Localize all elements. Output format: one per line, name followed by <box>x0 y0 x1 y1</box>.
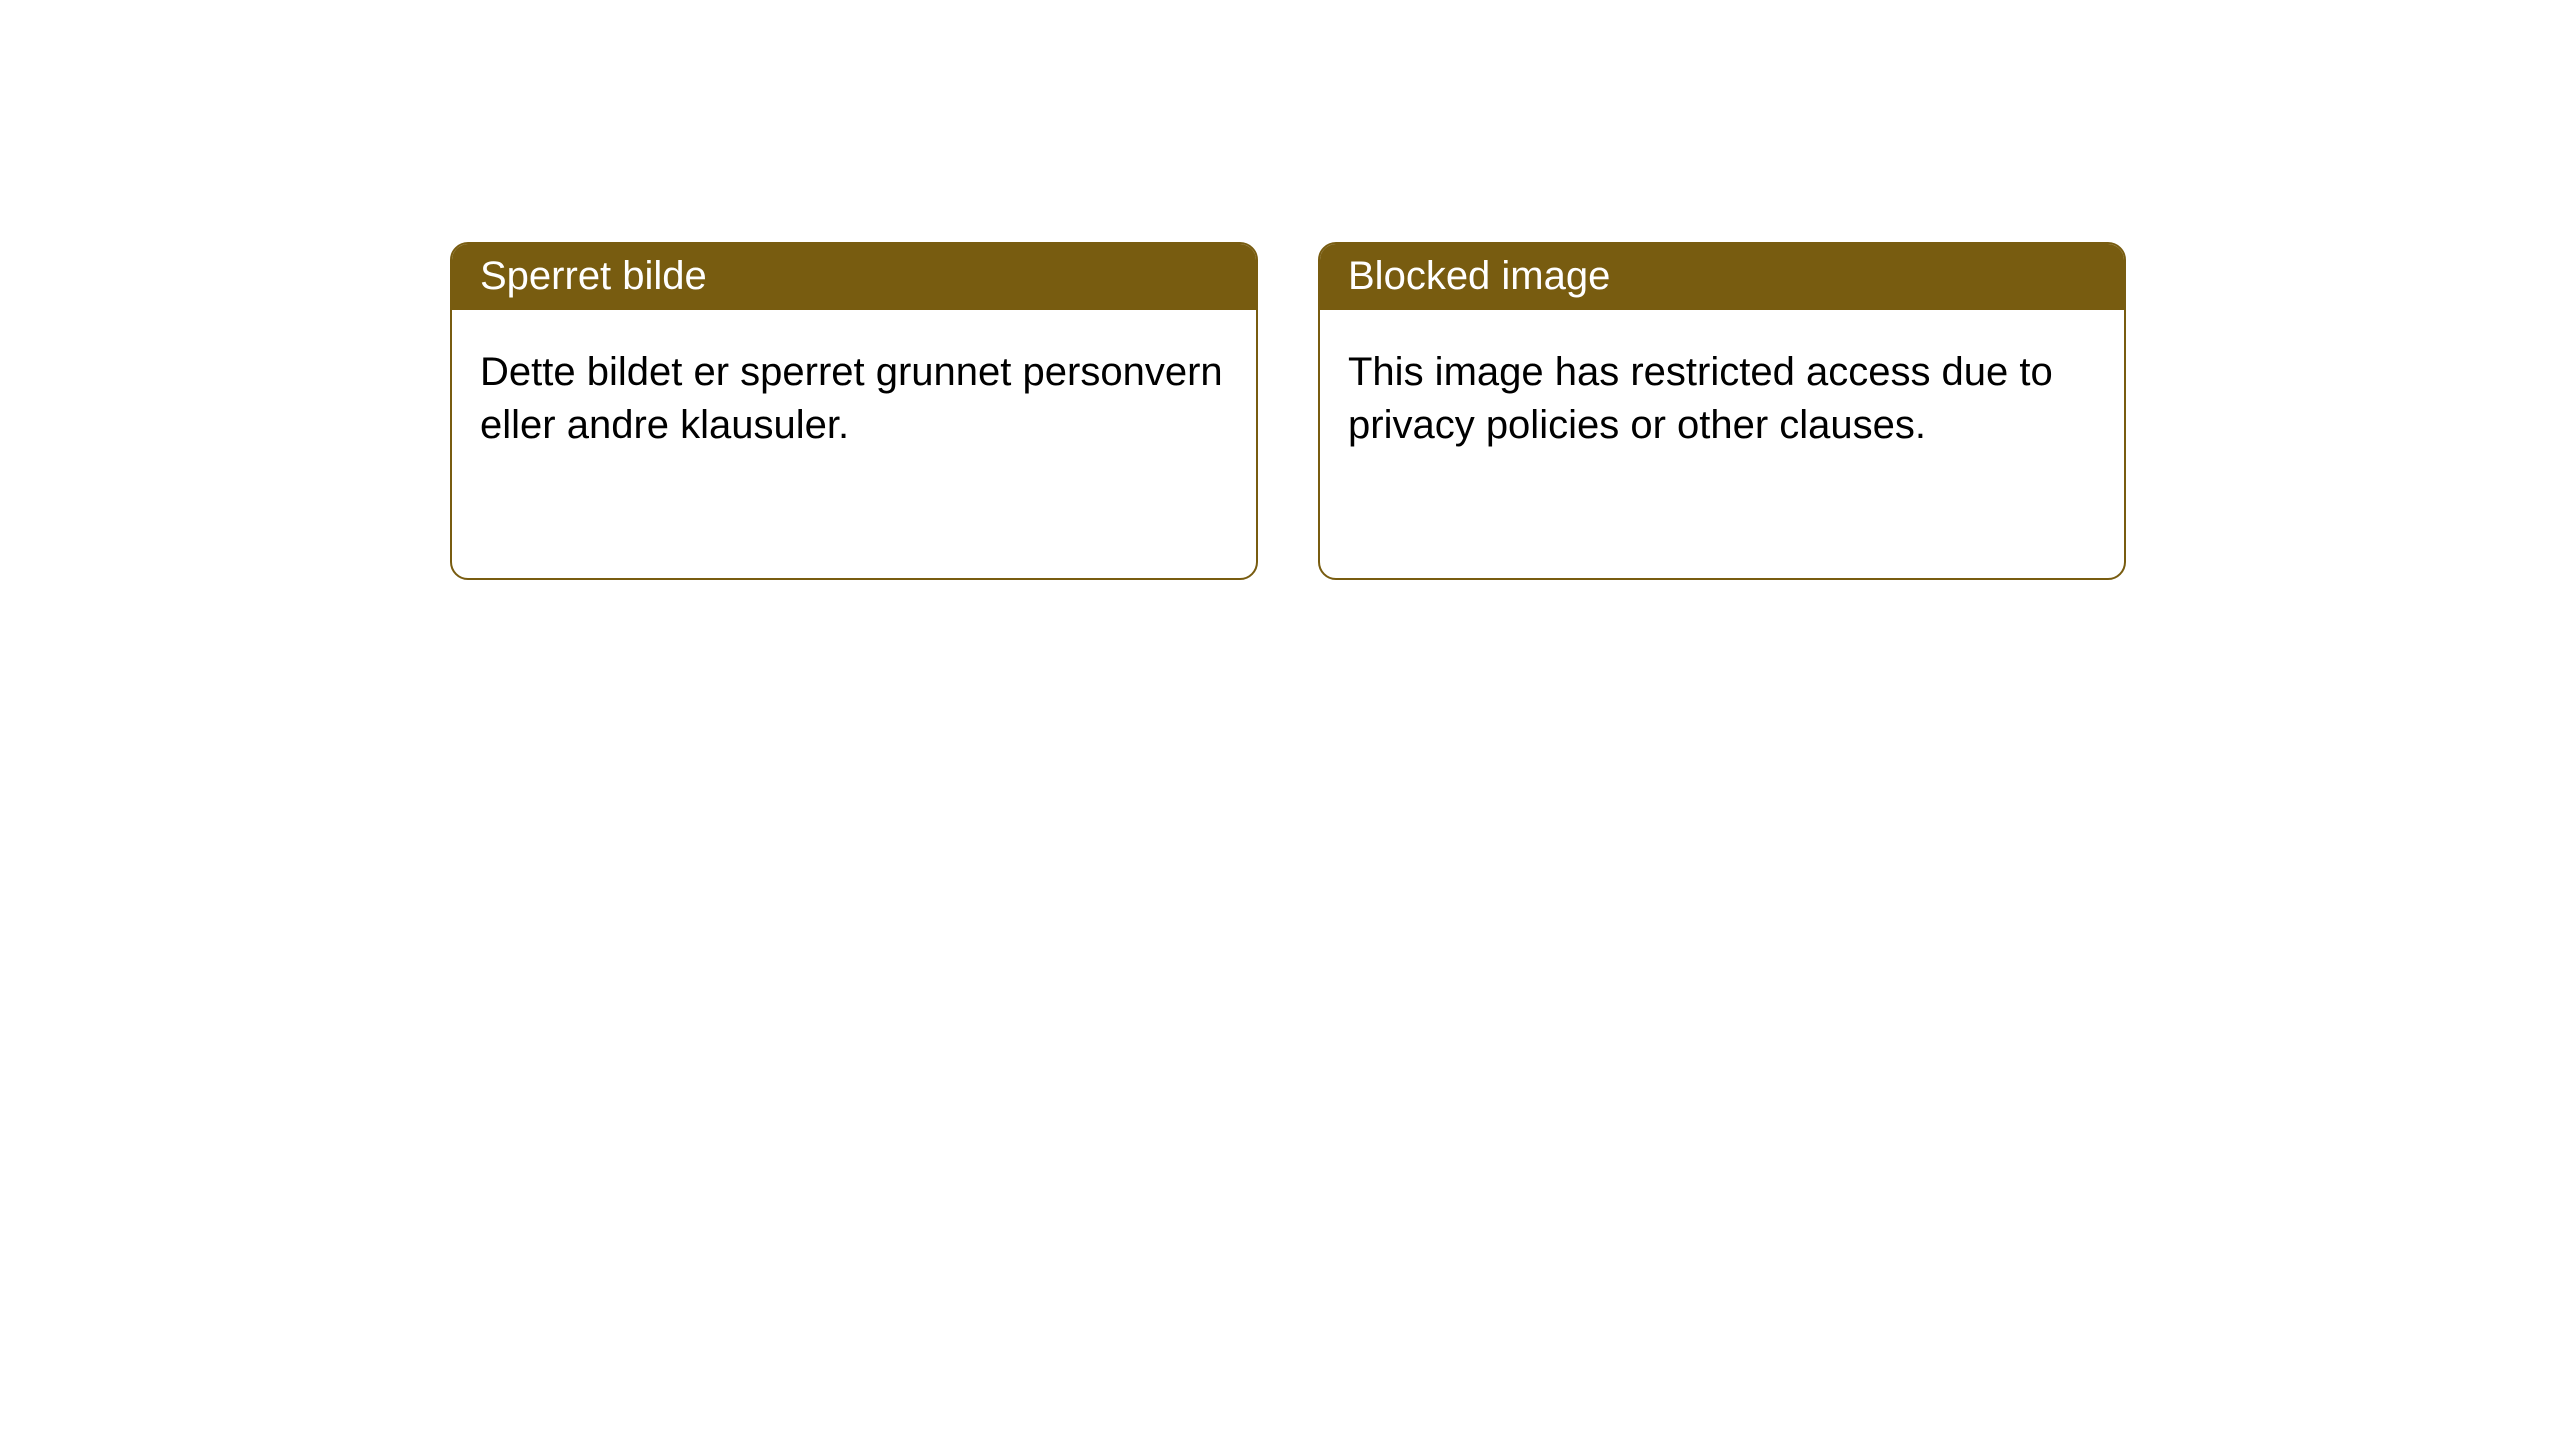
notice-body-no: Dette bildet er sperret grunnet personve… <box>452 310 1256 480</box>
notice-card-en: Blocked image This image has restricted … <box>1318 242 2126 580</box>
notice-container: Sperret bilde Dette bildet er sperret gr… <box>0 0 2560 580</box>
notice-title-en: Blocked image <box>1320 244 2124 310</box>
notice-card-no: Sperret bilde Dette bildet er sperret gr… <box>450 242 1258 580</box>
notice-title-no: Sperret bilde <box>452 244 1256 310</box>
notice-body-en: This image has restricted access due to … <box>1320 310 2124 480</box>
